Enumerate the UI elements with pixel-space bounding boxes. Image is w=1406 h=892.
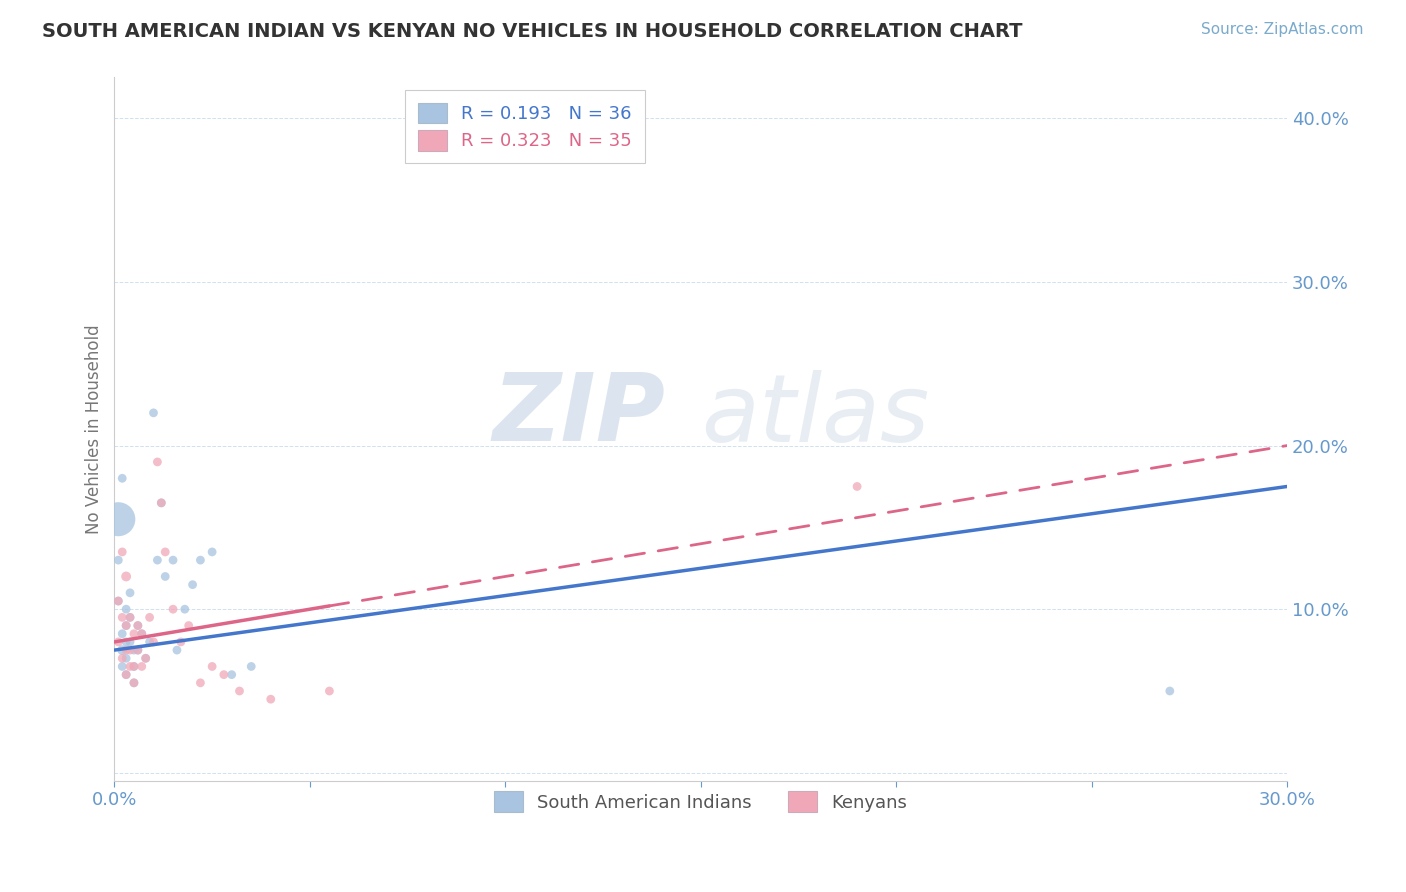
Point	[155, 545, 177, 559]
Point	[201, 659, 224, 673]
Point	[111, 471, 134, 485]
Point	[190, 675, 212, 690]
Point	[138, 635, 160, 649]
Point	[170, 635, 193, 649]
Point	[115, 643, 138, 657]
Point	[115, 667, 138, 681]
Point	[111, 651, 134, 665]
Point	[122, 626, 145, 640]
Point	[127, 643, 149, 657]
Point	[155, 569, 177, 583]
Point	[111, 545, 134, 559]
Point	[118, 610, 141, 624]
Point	[115, 602, 138, 616]
Point	[221, 667, 243, 681]
Point	[212, 667, 235, 681]
Point	[260, 692, 283, 706]
Point	[177, 618, 200, 632]
Point	[115, 667, 138, 681]
Point	[162, 602, 184, 616]
Text: atlas: atlas	[700, 369, 929, 460]
Point	[122, 675, 145, 690]
Point	[115, 618, 138, 632]
Point	[150, 496, 173, 510]
Point	[131, 626, 153, 640]
Point	[115, 569, 138, 583]
Point	[201, 545, 224, 559]
Point	[240, 659, 263, 673]
Point	[127, 643, 149, 657]
Point	[127, 618, 149, 632]
Point	[111, 626, 134, 640]
Point	[118, 635, 141, 649]
Point	[173, 602, 195, 616]
Point	[122, 659, 145, 673]
Point	[107, 512, 129, 526]
Text: ZIP: ZIP	[492, 369, 665, 461]
Text: Source: ZipAtlas.com: Source: ZipAtlas.com	[1201, 22, 1364, 37]
Point	[138, 610, 160, 624]
Point	[118, 659, 141, 673]
Point	[135, 651, 157, 665]
Point	[118, 643, 141, 657]
Point	[115, 651, 138, 665]
Point	[111, 610, 134, 624]
Point	[166, 643, 188, 657]
Point	[122, 659, 145, 673]
Point	[107, 594, 129, 608]
Point	[118, 586, 141, 600]
Point	[146, 455, 169, 469]
Point	[118, 610, 141, 624]
Point	[111, 643, 134, 657]
Y-axis label: No Vehicles in Household: No Vehicles in Household	[86, 325, 103, 534]
Point	[107, 594, 129, 608]
Text: SOUTH AMERICAN INDIAN VS KENYAN NO VEHICLES IN HOUSEHOLD CORRELATION CHART: SOUTH AMERICAN INDIAN VS KENYAN NO VEHIC…	[42, 22, 1022, 41]
Point	[107, 635, 129, 649]
Point	[846, 479, 869, 493]
Point	[1159, 684, 1181, 698]
Point	[131, 626, 153, 640]
Point	[318, 684, 340, 698]
Point	[228, 684, 250, 698]
Point	[146, 553, 169, 567]
Point	[107, 553, 129, 567]
Point	[122, 643, 145, 657]
Point	[115, 635, 138, 649]
Point	[115, 618, 138, 632]
Point	[190, 553, 212, 567]
Point	[131, 659, 153, 673]
Point	[181, 577, 204, 591]
Point	[150, 496, 173, 510]
Legend: South American Indians, Kenyans: South American Indians, Kenyans	[481, 779, 920, 825]
Point	[162, 553, 184, 567]
Point	[142, 635, 165, 649]
Point	[111, 659, 134, 673]
Point	[135, 651, 157, 665]
Point	[142, 406, 165, 420]
Point	[122, 675, 145, 690]
Point	[127, 618, 149, 632]
